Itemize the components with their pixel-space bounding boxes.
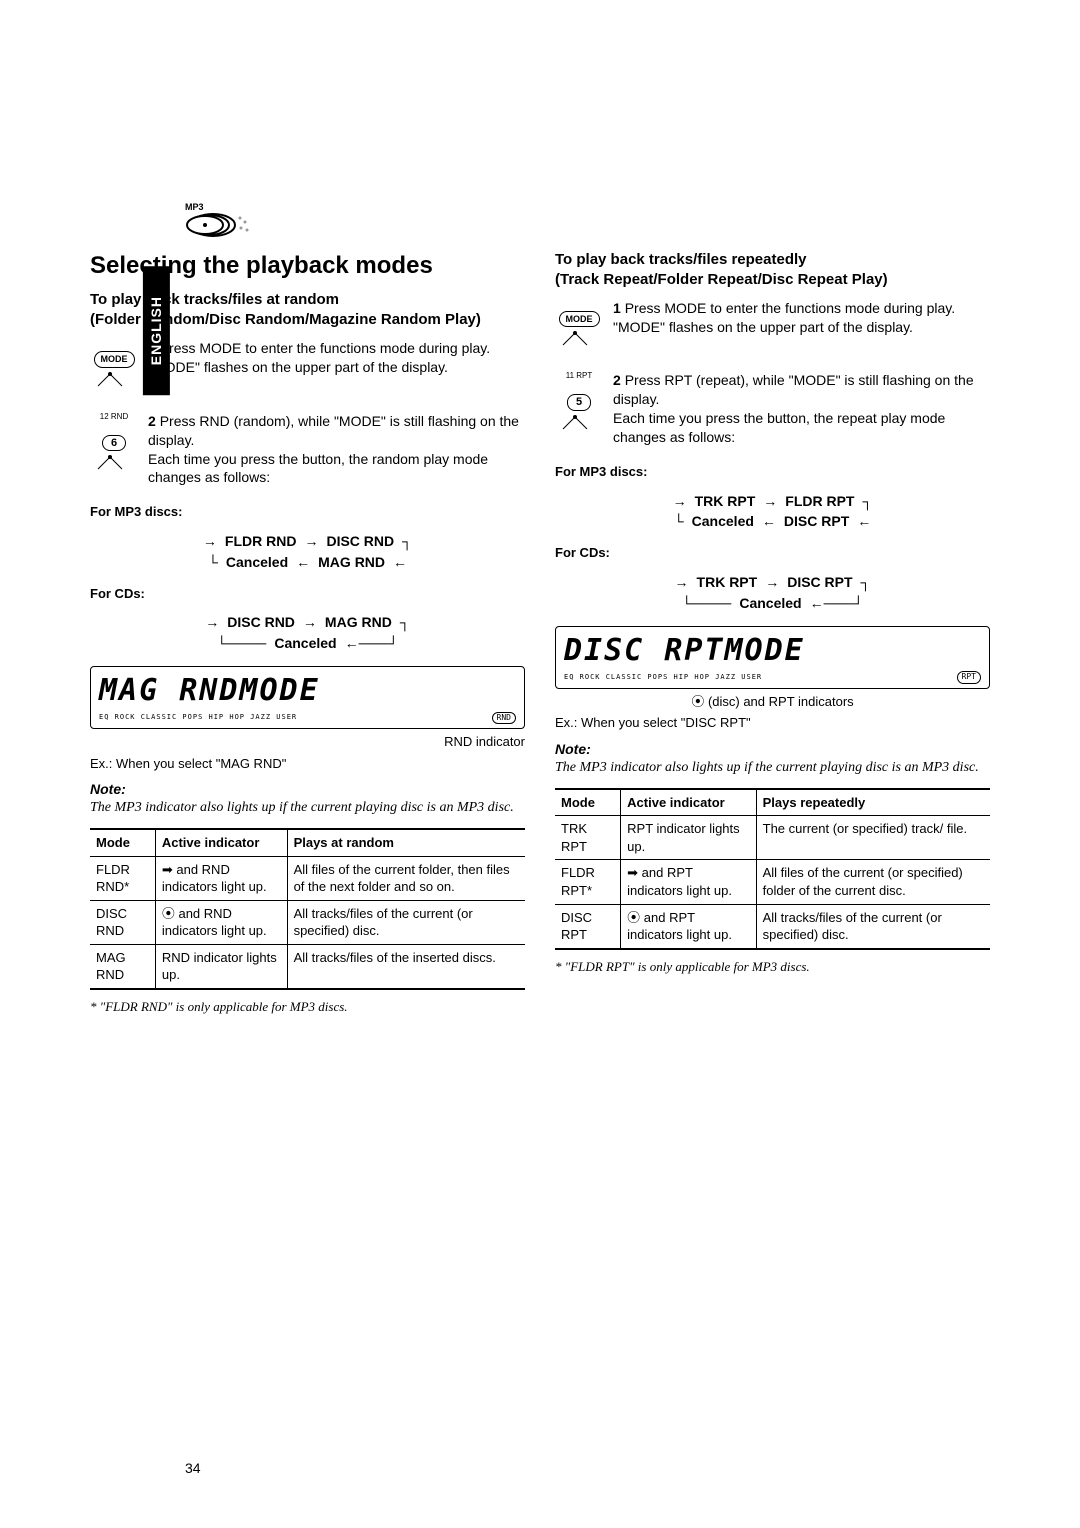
note-text: The MP3 indicator also lights up if the … [555, 759, 990, 778]
mode-button-icon: MODE [555, 299, 603, 355]
page-number: 34 [185, 1459, 201, 1478]
mp3-label: For MP3 discs: [90, 503, 525, 521]
th-mode: Mode [555, 789, 621, 816]
th-indicator: Active indicator [621, 789, 756, 816]
example-caption: Ex.: When you select "DISC RPT" [555, 714, 990, 732]
language-tab: ENGLISH [143, 266, 170, 395]
step1-text: Press MODE to enter the functions mode d… [613, 300, 955, 335]
random-mode-table: Mode Active indicator Plays at random FL… [90, 828, 525, 990]
footnote-right: * "FLDR RPT" is only applicable for MP3 … [555, 958, 990, 976]
note-text: The MP3 indicator also lights up if the … [90, 799, 525, 818]
footnote-left: * "FLDR RND" is only applicable for MP3 … [90, 998, 525, 1016]
right-step2: 11 RPT 5 2 Press RPT (repeat), while "MO… [555, 371, 990, 447]
table-row: MAG RNDRND indicator lights up.All track… [90, 944, 525, 989]
rnd-indicator-caption: RND indicator [90, 733, 525, 751]
th-indicator: Active indicator [155, 829, 287, 856]
table-row: TRK RPTRPT indicator lights up.The curre… [555, 816, 990, 860]
lcd-display-left: MAG RNDMODE EQ ROCK CLASSIC POPS HIP HOP… [90, 666, 525, 729]
note-label: Note: [555, 740, 990, 759]
mp3-disc-icon: MP3 [185, 200, 255, 240]
left-step2: 12 RND 6 2 Press RND (random), while "MO… [90, 412, 525, 488]
mp3-label: MP3 [185, 202, 204, 212]
table-row: DISC RND⦿ and RND indicators light up.Al… [90, 900, 525, 944]
cd-label: For CDs: [90, 585, 525, 603]
right-column: To play back tracks/files repeatedly(Tra… [555, 250, 990, 1016]
step2-text: Press RND (random), while "MODE" is stil… [148, 413, 519, 486]
mode-button-icon: MODE [90, 339, 138, 395]
cd-flow: → TRK RPT → DISC RPT ┐ └──── Canceled ←─… [555, 566, 990, 620]
th-plays: Plays at random [287, 829, 525, 856]
mp3-flow: → TRK RPT → FLDR RPT ┐ └ Canceled ← DISC… [555, 485, 990, 539]
lcd-display-right: DISC RPTMODE EQ ROCK CLASSIC POPS HIP HO… [555, 626, 990, 689]
cd-flow: → DISC RND → MAG RND ┐ └──── Canceled ←─… [90, 606, 525, 660]
repeat-subtitle: To play back tracks/files repeatedly(Tra… [555, 250, 990, 289]
repeat-mode-table: Mode Active indicator Plays repeatedly T… [555, 788, 990, 950]
rpt-indicator-caption: ⦿ (disc) and RPT indicators [555, 693, 990, 711]
table-row: DISC RPT⦿ and RPT indicators light up.Al… [555, 904, 990, 949]
rpt-button-icon: 11 RPT 5 [555, 371, 603, 447]
rnd-button-icon: 12 RND 6 [90, 412, 138, 488]
mp3-label: For MP3 discs: [555, 463, 990, 481]
table-row: FLDR RND*➡ and RND indicators light up.A… [90, 856, 525, 900]
th-mode: Mode [90, 829, 155, 856]
table-row: FLDR RPT*➡ and RPT indicators light up.A… [555, 860, 990, 904]
step2-text: Press RPT (repeat), while "MODE" is stil… [613, 372, 974, 445]
mp3-flow: → FLDR RND → DISC RND ┐ └ Canceled ← MAG… [90, 525, 525, 579]
example-caption: Ex.: When you select "MAG RND" [90, 755, 525, 773]
step1-text: Press MODE to enter the functions mode d… [148, 340, 490, 375]
cd-label: For CDs: [555, 544, 990, 562]
th-plays: Plays repeatedly [756, 789, 990, 816]
note-label: Note: [90, 780, 525, 799]
right-step1: MODE 1 Press MODE to enter the functions… [555, 299, 990, 355]
